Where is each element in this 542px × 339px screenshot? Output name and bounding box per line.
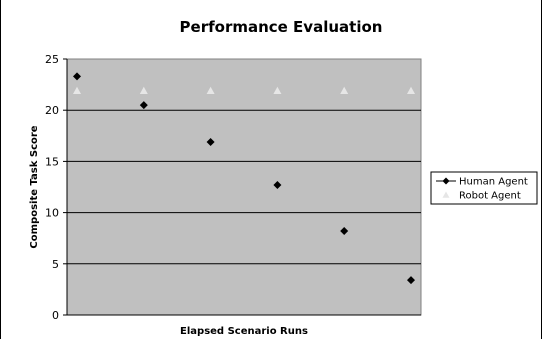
robot-agent-point (139, 86, 148, 94)
chart-title: Performance Evaluation (180, 18, 383, 36)
legend-item-human-agent: Human Agent (436, 177, 528, 188)
robot-agent-point (273, 86, 282, 94)
y-axis-title: Composite Task Score (29, 125, 40, 248)
robot-agent-point (73, 86, 81, 94)
y-tick-label: 10 (45, 207, 59, 220)
x-axis-title: Elapsed Scenario Runs (180, 326, 308, 337)
gridlines (67, 109, 421, 265)
robot-agent-point (407, 86, 415, 94)
human-agent-point (206, 137, 215, 146)
y-tick-label: 20 (45, 104, 59, 117)
human-agent-point (407, 276, 415, 285)
legend-item-robot-agent: Robot Agent (442, 191, 521, 202)
y-tick-label: 0 (52, 309, 59, 322)
y-axis: 0 5 10 15 20 25 (45, 53, 421, 322)
robot-agent-point (206, 86, 215, 94)
y-tick-label: 15 (45, 155, 59, 168)
y-tick-label: 5 (52, 258, 59, 271)
human-agent-point (273, 180, 282, 189)
legend-label: Human Agent (459, 177, 528, 188)
legend-label: Robot Agent (459, 191, 521, 202)
plot-area (66, 58, 422, 316)
human-agent-point (139, 101, 148, 110)
human-agent-point (73, 72, 81, 81)
legend-marker (442, 191, 450, 198)
y-tick-label: 25 (45, 53, 59, 66)
human-agent-point (340, 227, 349, 236)
data-points (73, 72, 415, 285)
legend-box (430, 171, 538, 205)
robot-agent-point (340, 86, 349, 94)
legend-marker (442, 177, 450, 185)
legend: Human Agent Robot Agent (430, 171, 538, 205)
